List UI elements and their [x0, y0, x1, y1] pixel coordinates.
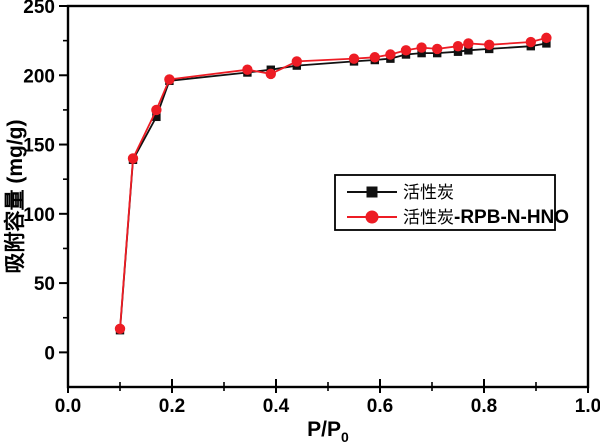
circle-marker — [164, 74, 175, 85]
legend-square-marker — [366, 186, 378, 198]
circle-marker — [385, 49, 396, 60]
y-tick-label: 100 — [23, 205, 55, 226]
x-axis: 0.0 0.2 0.4 0.6 0.8 1.0 — [55, 379, 600, 417]
square-marker — [464, 46, 473, 55]
circle-marker — [127, 153, 139, 164]
y-tick-label: 200 — [23, 66, 55, 87]
plot-frame — [66, 4, 590, 389]
x-tick-label: 0.6 — [367, 396, 393, 417]
circle-marker — [291, 56, 302, 67]
series-activated-carbon-rpb-n-hno — [114, 32, 552, 335]
circle-marker — [265, 68, 276, 80]
square-marker — [152, 112, 161, 122]
x-axis-title: P/P0 — [307, 418, 349, 444]
circle-marker — [452, 40, 464, 52]
square-marker — [453, 47, 463, 56]
circle-marker — [151, 104, 162, 116]
y-tick-label: 0 — [44, 343, 55, 364]
circle-marker — [369, 52, 380, 63]
x-tick-label: 1.0 — [575, 396, 600, 417]
x-tick-label: 0.0 — [55, 396, 81, 417]
y-axis-title: 吸附容量 (mg/g) — [3, 120, 27, 274]
circle-marker — [525, 36, 536, 48]
y-tick-label: 150 — [23, 136, 55, 157]
y-tick-label: 250 — [23, 0, 55, 18]
y-tick-label: 50 — [34, 274, 55, 295]
legend-label: 活性炭-RPB-N-HNO — [403, 207, 569, 228]
y-axis: 0 50 100 150 200 250 — [23, 0, 68, 364]
circle-marker — [400, 45, 412, 56]
square-marker — [542, 39, 551, 48]
circle-marker — [463, 38, 474, 49]
legend-label: 活性炭 — [403, 183, 454, 202]
x-tick-label: 0.2 — [159, 396, 185, 417]
circle-marker — [416, 42, 427, 53]
circle-marker — [541, 32, 552, 44]
x-tick-label: 0.8 — [471, 396, 497, 417]
legend-circle-marker — [365, 210, 379, 224]
circle-marker — [114, 323, 126, 335]
x-tick-label: 0.4 — [263, 396, 290, 417]
circle-marker — [242, 64, 253, 75]
circle-marker — [432, 43, 443, 55]
circle-marker — [484, 39, 495, 50]
square-marker — [417, 48, 426, 58]
circle-marker — [348, 53, 360, 64]
